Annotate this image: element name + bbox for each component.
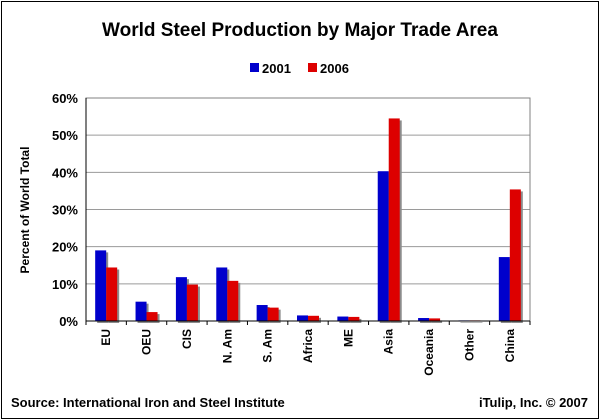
bar-shadow xyxy=(460,322,472,323)
axes xyxy=(85,97,531,325)
bar-2006-asia xyxy=(388,118,400,321)
bar-2001-oeu xyxy=(135,301,147,321)
bar-2001-asia xyxy=(377,171,389,321)
y-tick-label: 20% xyxy=(52,240,78,255)
bar-2001-eu xyxy=(95,250,107,321)
category-label: CIS xyxy=(180,329,194,349)
y-tick-label: 50% xyxy=(52,128,78,143)
bar-2006-s-am xyxy=(267,307,279,321)
copyright-note: iTulip, Inc. © 2007 xyxy=(479,395,588,410)
y-tick-label: 60% xyxy=(52,91,78,106)
legend: 2001 2006 xyxy=(250,61,349,76)
category-label: EU xyxy=(99,329,113,346)
category-label: S. Am xyxy=(261,329,275,363)
category-label: China xyxy=(503,329,517,363)
bar-2001-africa xyxy=(297,315,308,321)
bar-2001-n-am xyxy=(216,267,228,321)
bar-shadow xyxy=(471,322,483,323)
category-label: Oceania xyxy=(422,329,436,376)
bar-2006-africa xyxy=(308,315,319,321)
bar-2006-oeu xyxy=(146,312,158,321)
legend-swatch-2001 xyxy=(250,63,259,72)
bar-2006-me xyxy=(348,316,360,321)
legend-label-2006: 2006 xyxy=(320,61,349,76)
y-tick-label: 30% xyxy=(52,203,78,218)
bar-2001-oceania xyxy=(418,318,430,321)
bar-2006-n-am xyxy=(227,280,239,321)
y-tick-label: 10% xyxy=(52,277,78,292)
category-label: ME xyxy=(341,329,355,347)
bar-2001-s-am xyxy=(256,305,268,321)
bar-2001-china xyxy=(498,257,510,321)
y-tick-label: 40% xyxy=(52,165,78,180)
gridlines xyxy=(86,97,530,285)
category-label: Other xyxy=(462,329,476,361)
source-note: Source: International Iron and Steel Ins… xyxy=(11,395,285,410)
bar-2006-cis xyxy=(186,284,198,321)
bar-2001-me xyxy=(337,316,349,321)
bar-shadow xyxy=(420,320,432,323)
y-tick-label: 0% xyxy=(59,314,78,329)
category-labels: EU OEU CIS N. Am S. Am Africa ME Asia Oceania Oth… xyxy=(99,329,517,376)
bar-shadow xyxy=(431,320,443,323)
bars xyxy=(95,118,521,321)
legend-swatch-2006 xyxy=(308,63,317,72)
y-axis-label: Percent of World Total xyxy=(18,147,32,274)
y-tick-labels: 0% 10% 20% 30% 40% 50% 60% xyxy=(52,91,78,329)
category-label: Africa xyxy=(301,329,315,363)
category-label: Asia xyxy=(382,329,396,355)
bar-2001-cis xyxy=(175,277,187,321)
category-label: OEU xyxy=(140,329,154,355)
category-label: N. Am xyxy=(220,329,234,363)
bar-2006-eu xyxy=(106,267,118,321)
bar-shadows xyxy=(97,120,523,323)
legend-label-2001: 2001 xyxy=(262,61,291,76)
chart-title: World Steel Production by Major Trade Ar… xyxy=(102,20,498,41)
bar-2006-china xyxy=(509,189,521,321)
bar-2006-oceania xyxy=(429,318,441,321)
